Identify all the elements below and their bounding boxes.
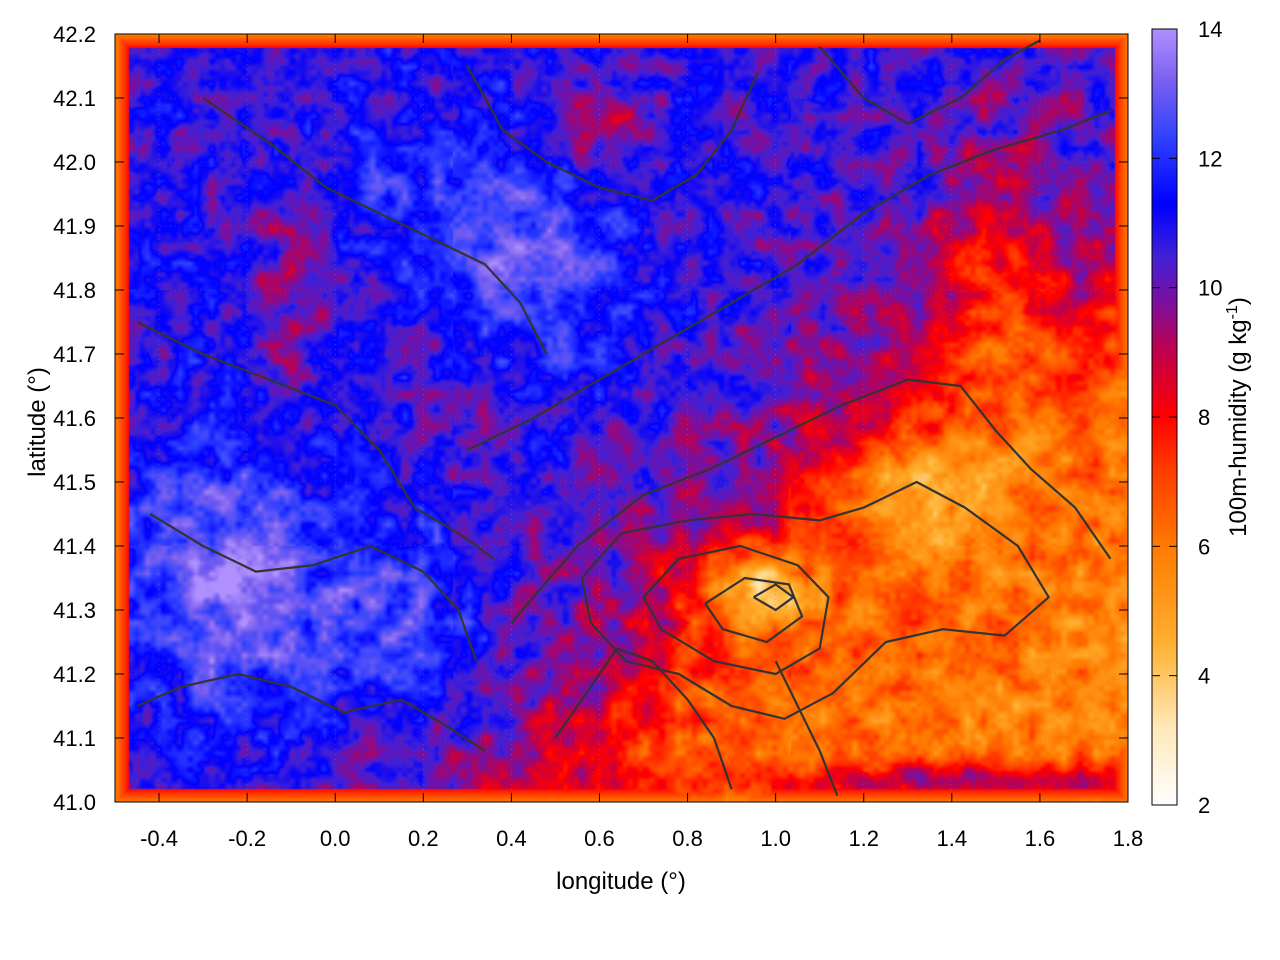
heatmap-field — [115, 34, 1128, 802]
colorbar: 2 4 6 8 10 12 14 — [1151, 17, 1222, 818]
y-tick-label-1: 41.1 — [53, 726, 96, 751]
colorbar-tick-label-3: 8 — [1198, 405, 1210, 430]
y-tick-label-11: 42.1 — [53, 86, 96, 111]
x-tick-label-11: 1.8 — [1113, 826, 1144, 851]
y-tick-label-8: 41.8 — [53, 278, 96, 303]
x-tick-label-1: -0.2 — [228, 826, 266, 851]
x-tick-label-2: 0.0 — [320, 826, 351, 851]
colorbar-tick-label-5: 12 — [1198, 146, 1222, 171]
colorbar-tick-label-2: 6 — [1198, 534, 1210, 559]
x-axis-label: longitude (°) — [556, 868, 686, 895]
colorbar-tick-label-1: 4 — [1198, 664, 1210, 689]
y-tick-label-5: 41.5 — [53, 470, 96, 495]
colorbar-tick-label-6: 14 — [1198, 17, 1222, 42]
y-tick-label-9: 41.9 — [53, 214, 96, 239]
colorbar-tick-label-4: 10 — [1198, 276, 1222, 301]
colorbar-label-sup: -1 — [1224, 305, 1241, 319]
contour-11 — [818, 39, 1041, 125]
y-tick-label-4: 41.4 — [53, 534, 96, 559]
contour-5 — [466, 109, 1111, 451]
colorbar-label-main: 100m-humidity (g kg — [1225, 319, 1252, 536]
plot-area: -0.4 -0.2 0.0 0.2 0.4 0.6 0.8 1.0 1.2 1.4 1.6 1.8 4… — [53, 22, 1143, 851]
x-tick-label-3: 0.2 — [408, 826, 439, 851]
x-tick-label-6: 0.8 — [672, 826, 703, 851]
colorbar-ticks: 2 4 6 8 10 12 14 — [1152, 17, 1222, 818]
y-axis-label: latitude (°) — [24, 367, 51, 477]
x-tick-label-4: 0.4 — [496, 826, 527, 851]
x-tick-label-7: 1.0 — [760, 826, 791, 851]
contour-2 — [753, 583, 795, 612]
y-tick-label-0: 41.0 — [53, 790, 96, 815]
colorbar-label: 100m-humidity (g kg-1) — [1224, 297, 1252, 537]
contour-6 — [136, 321, 495, 560]
y-tick-label-2: 41.2 — [53, 662, 96, 687]
contour-4 — [510, 378, 1112, 624]
y-tick-label-7: 41.7 — [53, 342, 96, 367]
y-tick-label-12: 42.2 — [53, 22, 96, 47]
x-tick-label-10: 1.6 — [1025, 826, 1056, 851]
x-tick-label-5: 0.6 — [584, 826, 615, 851]
contour-10 — [466, 65, 759, 202]
contour-1 — [704, 576, 804, 644]
contour-12 — [554, 647, 733, 790]
contour-13 — [774, 660, 839, 797]
contour-0 — [642, 544, 830, 676]
contour-3 — [580, 480, 1050, 720]
contour-7 — [149, 513, 478, 662]
x-axis-ticks: -0.4 -0.2 0.0 0.2 0.4 0.6 0.8 1.0 1.2 1.4 1.6 1.8 — [140, 34, 1143, 851]
y-tick-label-6: 41.6 — [53, 406, 96, 431]
y-axis-ticks: 41.0 41.1 41.2 41.3 41.4 41.5 41.6 41.7 41.8 41.9… — [53, 22, 1128, 815]
x-tick-label-0: -0.4 — [140, 826, 178, 851]
x-tick-label-9: 1.4 — [937, 826, 968, 851]
contour-8 — [136, 672, 486, 752]
y-tick-label-3: 41.3 — [53, 598, 96, 623]
y-tick-label-10: 42.0 — [53, 150, 96, 175]
contour-9 — [202, 97, 548, 355]
contour-lines — [136, 39, 1112, 797]
x-tick-label-8: 1.2 — [848, 826, 879, 851]
colorbar-tick-label-0: 2 — [1198, 793, 1210, 818]
colorbar-label-tail: ) — [1225, 297, 1252, 305]
